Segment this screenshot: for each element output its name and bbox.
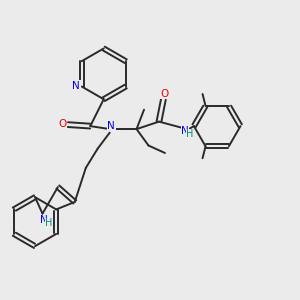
Text: H: H [186,129,194,139]
Text: N: N [107,121,115,130]
Text: O: O [161,89,169,99]
Text: N: N [73,81,80,91]
Text: H: H [45,218,53,229]
Text: N: N [40,215,48,225]
Text: O: O [58,119,67,129]
Text: N: N [181,126,189,136]
